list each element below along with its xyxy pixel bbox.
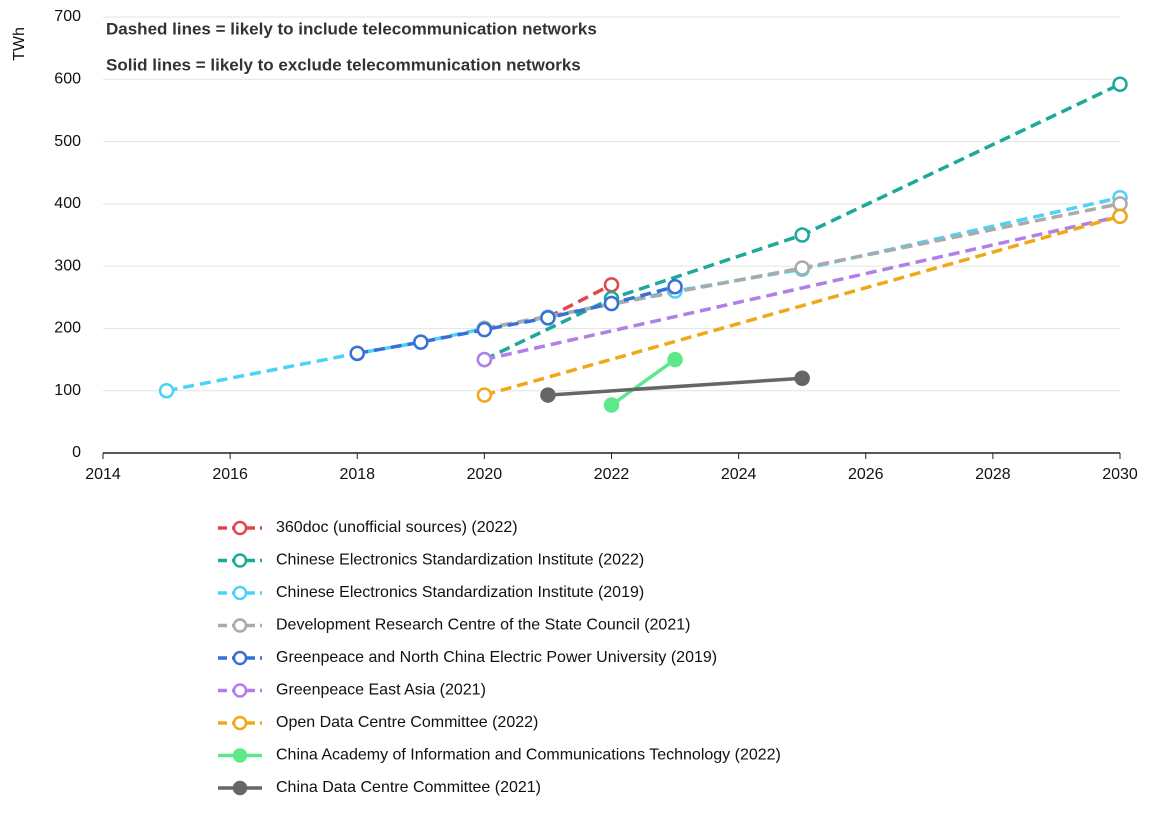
- series-line: [356, 285, 676, 356]
- legend-marker: [232, 585, 248, 601]
- y-tick-label: 400: [54, 195, 81, 212]
- legend-marker: [232, 618, 248, 633]
- data-point: [603, 277, 620, 293]
- y-tick-label: 0: [72, 444, 81, 461]
- legend-label: Greenpeace East Asia (2021): [276, 682, 486, 699]
- data-point: [603, 397, 620, 413]
- data-point: [667, 351, 683, 368]
- data-point: [349, 345, 365, 362]
- data-point: [158, 382, 175, 399]
- series-line: [547, 283, 613, 319]
- legend-marker: [232, 748, 248, 763]
- series-line: [483, 82, 1121, 362]
- legend-label: Chinese Electronics Standardization Inst…: [276, 552, 644, 569]
- x-tick-label: 2018: [339, 466, 375, 483]
- y-tick-label: 600: [54, 71, 81, 88]
- legend-label: 360doc (unofficial sources) (2022): [276, 519, 518, 536]
- legend-marker: [232, 683, 248, 698]
- data-point: [413, 334, 429, 350]
- legend-label: Chinese Electronics Standardization Inst…: [276, 584, 644, 601]
- x-tick-label: 2030: [1102, 466, 1138, 483]
- legend-label: Open Data Centre Committee (2022): [276, 714, 538, 731]
- data-point: [667, 278, 683, 295]
- x-tick-label: 2020: [467, 466, 503, 483]
- x-tick-label: 2016: [212, 466, 248, 483]
- annotation: Solid lines = likely to exclude telecomm…: [106, 55, 581, 74]
- data-point: [1112, 208, 1128, 225]
- legend-marker: [232, 650, 248, 666]
- x-tick-label: 2024: [721, 466, 757, 483]
- legend-label: Development Research Centre of the State…: [276, 617, 690, 634]
- series-line: [483, 214, 1121, 362]
- series-line: [610, 358, 677, 407]
- legend-label: Greenpeace and North China Electric Powe…: [276, 649, 717, 666]
- x-tick-label: 2022: [594, 466, 630, 483]
- y-tick-label: 700: [54, 8, 81, 25]
- data-point: [794, 370, 810, 387]
- x-tick-label: 2026: [848, 466, 884, 483]
- data-point: [476, 387, 493, 403]
- legend-marker: [232, 520, 248, 536]
- series-line: [483, 214, 1121, 397]
- y-tick-label: 200: [54, 320, 81, 337]
- legend-label: China Data Centre Committee (2021): [276, 779, 541, 796]
- legend-marker: [232, 553, 248, 568]
- data-point: [794, 260, 810, 276]
- data-point: [476, 321, 493, 338]
- x-tick-label: 2014: [85, 466, 121, 483]
- legend-marker: [232, 715, 248, 731]
- data-point: [540, 387, 556, 403]
- data-point: [540, 310, 556, 326]
- data-point: [1112, 76, 1128, 93]
- legend-label: China Academy of Information and Communi…: [276, 747, 781, 764]
- data-point: [1112, 196, 1128, 212]
- y-tick-label: 300: [54, 257, 81, 274]
- legend-marker: [232, 780, 248, 796]
- series-line: [547, 376, 803, 397]
- data-point: [476, 351, 493, 368]
- y-axis-label: TWh: [11, 27, 28, 61]
- annotation: Dashed lines = likely to include telecom…: [106, 19, 597, 38]
- data-point: [794, 227, 810, 243]
- y-tick-label: 100: [54, 382, 81, 399]
- data-point: [603, 295, 620, 312]
- x-tick-label: 2028: [975, 466, 1011, 483]
- y-tick-label: 500: [54, 133, 81, 150]
